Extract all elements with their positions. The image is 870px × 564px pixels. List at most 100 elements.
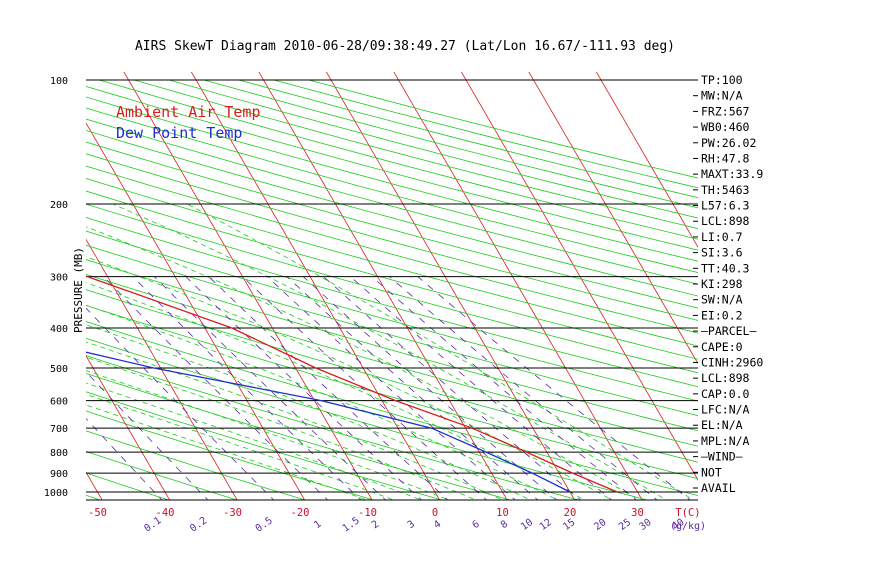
index-label: CAPE:0	[701, 340, 743, 354]
index-label: AVAIL	[701, 481, 736, 495]
dry-adiabat-line	[86, 430, 307, 500]
index-label: EL:N/A	[701, 418, 743, 432]
dry-adiabat-line	[86, 274, 698, 447]
air-temp-series-line	[86, 275, 618, 493]
dry-adiabat-line	[86, 107, 698, 273]
mixing-ratio-line	[86, 417, 163, 500]
index-label: NOT	[701, 465, 722, 479]
isotherm-line	[528, 72, 698, 365]
index-label: CINH:2960	[701, 355, 763, 369]
dry-adiabat-line	[86, 230, 698, 402]
index-label: SW:N/A	[701, 293, 743, 307]
bottom-temp-tick-label: 0	[432, 507, 438, 519]
moist-adiabat-line	[112, 203, 668, 500]
index-label: KI:298	[701, 277, 743, 291]
mixing-ratio-line	[132, 276, 362, 500]
dry-adiabat-line	[86, 129, 698, 297]
isotherm-line	[0, 61, 36, 502]
bottom-temp-tick-label: -30	[223, 507, 242, 519]
mixing-ratio-tick-label: 12	[538, 517, 554, 533]
dry-adiabat-line	[86, 190, 698, 360]
dry-adiabat-line	[86, 355, 581, 500]
mixing-ratio-line	[286, 276, 539, 500]
dry-adiabat-line	[273, 79, 698, 189]
mixing-ratio-tick-label: 4	[432, 519, 443, 531]
mixing-ratio-line	[154, 276, 387, 500]
isotherm-line	[595, 72, 698, 248]
index-label: MPL:N/A	[701, 434, 750, 448]
mixing-ratio-tick-label: 3	[406, 519, 417, 531]
mixing-ratio-line	[417, 276, 691, 500]
moist-adiabat-line	[86, 382, 423, 500]
y-axis-label: PRESSURE (MB)	[72, 247, 85, 333]
isobar-layer	[86, 79, 698, 501]
dry-adiabat-line	[86, 391, 444, 500]
mixing-ratio-tick-label: 8	[499, 519, 510, 531]
pressure-tick-label: 300	[50, 273, 68, 284]
mixing-ratio-tick-label: 1	[312, 519, 323, 531]
bottom-temp-tick-label: -40	[156, 507, 175, 519]
mixing-ratio-tick-label: 0.2	[188, 515, 209, 534]
index-label: MAXT:33.9	[701, 167, 763, 181]
mixing-ratio-line	[242, 276, 488, 500]
isotherm-line	[393, 72, 643, 500]
dry-adiabat-line	[86, 259, 698, 432]
mixing-ratio-line	[350, 276, 613, 500]
mixing-ratio-tick-label: 10	[519, 517, 535, 533]
mixing-ratio-line	[185, 276, 423, 500]
index-label: —PARCEL—	[701, 324, 756, 338]
dry-adiabat-line	[86, 337, 649, 500]
pressure-tick-label: 600	[50, 397, 68, 408]
dry-adiabat-line	[86, 153, 698, 321]
moist-adiabat-line	[86, 356, 477, 500]
dew-point-series-line	[86, 351, 571, 493]
moist-adiabat-line	[86, 256, 613, 500]
bottom-temp-tick-label: -10	[358, 507, 377, 519]
mixing-ratio-line	[86, 371, 209, 500]
mixing-ratio-tick-label: 0.5	[254, 515, 275, 534]
index-label: LI:0.7	[701, 230, 743, 244]
index-label: LFC:N/A	[701, 403, 750, 417]
mixing-ratio-line	[86, 307, 275, 500]
moist-adiabat-line	[86, 370, 450, 500]
bottom-temp-tick-label: -50	[88, 507, 107, 519]
pressure-tick-label: 900	[50, 469, 68, 480]
index-label: TH:5463	[701, 183, 750, 197]
index-label: TP:100	[701, 73, 743, 87]
index-label: EI:0.2	[701, 308, 743, 322]
dry-adiabat-line	[86, 203, 698, 374]
dry-adiabat-line	[86, 141, 698, 309]
moist-adiabat-line	[86, 324, 532, 500]
dry-adiabat-line	[86, 165, 698, 334]
dry-adiabat-line	[86, 217, 698, 388]
mixing-ratio-tick-label: 15	[561, 517, 577, 533]
isotherm-line	[460, 72, 698, 481]
dry-adiabat-line	[86, 244, 698, 417]
index-label: SI:3.6	[701, 246, 743, 260]
dry-adiabat-line	[86, 410, 375, 500]
tick-layer: 1002003004005006007008009001000-120-110-…	[44, 76, 706, 535]
mixing-ratio-line	[208, 276, 449, 500]
index-label: —WIND—	[701, 450, 743, 464]
bottom-temp-tick-label: 30	[631, 507, 644, 519]
bottom-temp-tick-label: 10	[496, 507, 509, 519]
index-label: LCL:898	[701, 371, 750, 385]
mixing-ratio-tick-label: 30	[637, 517, 653, 533]
dry-adiabat-line	[86, 177, 698, 347]
pressure-tick-label: 500	[50, 364, 68, 375]
pressure-tick-label: 800	[50, 448, 68, 459]
bottom-temp-tick-label: 20	[564, 507, 577, 519]
index-label: RH:47.8	[701, 151, 750, 165]
index-label: MW:N/A	[701, 89, 743, 103]
index-label: CAP:0.0	[701, 387, 750, 401]
mixing-ratio-tick-label: 20	[592, 517, 608, 533]
dry-adiabat-line	[168, 79, 698, 219]
chart-title: AIRS SkewT Diagram 2010-06-28/09:38:49.2…	[135, 39, 675, 54]
moist-adiabat-line	[86, 226, 641, 500]
pressure-tick-label: 400	[50, 324, 68, 335]
legend: Ambient Air Temp Dew Point Temp	[116, 103, 261, 142]
dry-adiabat-line	[203, 79, 698, 209]
moist-adiabat-line	[86, 404, 369, 500]
